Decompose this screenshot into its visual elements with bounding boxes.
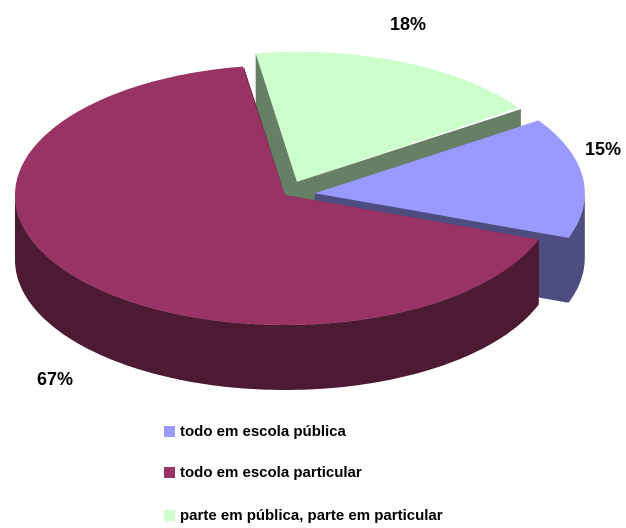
legend-label: todo em escola particular: [180, 464, 362, 481]
slice: [255, 51, 519, 182]
legend-label: parte em pública, parte em particular: [180, 507, 443, 524]
data-label: 15%: [585, 139, 621, 159]
legend-swatch: [164, 510, 175, 521]
slice: [15, 66, 539, 325]
data-label: 18%: [390, 14, 426, 34]
legend-label: todo em escola pública: [180, 423, 347, 440]
slice: [314, 120, 585, 238]
legend-swatch: [164, 426, 175, 437]
data-label: 67%: [37, 369, 73, 389]
slice-wall: [15, 195, 539, 390]
legend-swatch: [164, 467, 175, 478]
slice-wall: [568, 193, 585, 303]
